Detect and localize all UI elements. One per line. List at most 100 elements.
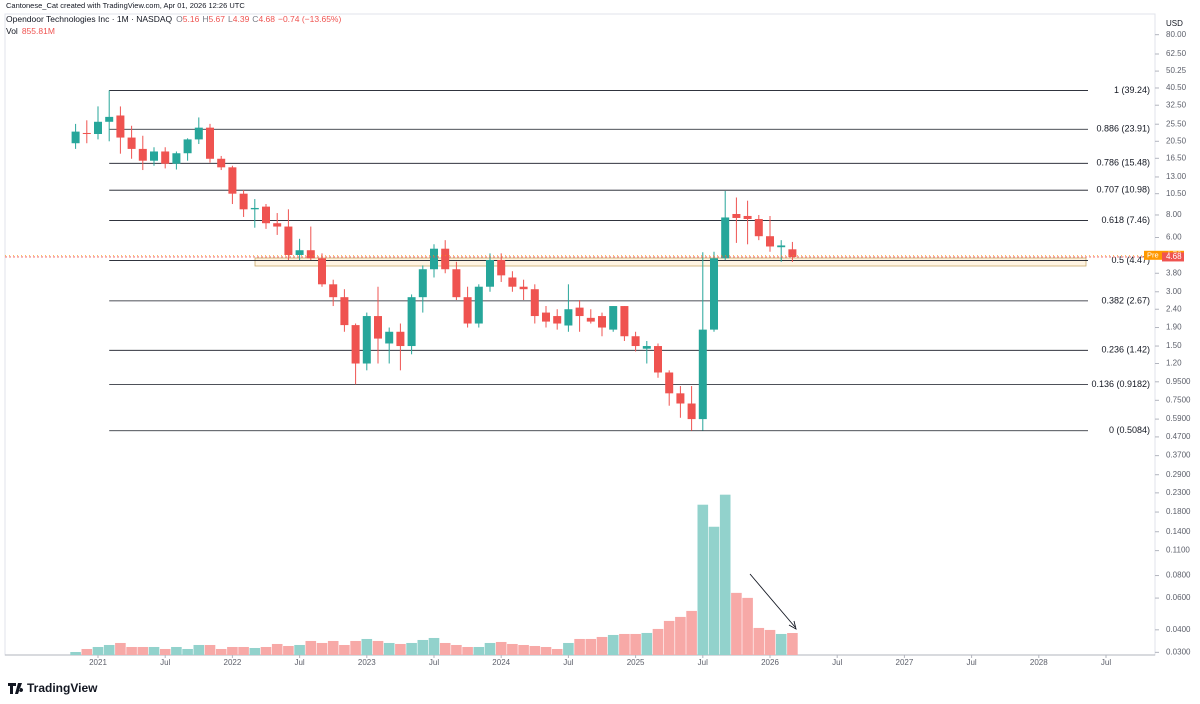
trend-arrow <box>749 573 797 630</box>
logo-text: TradingView <box>27 681 98 695</box>
candle-body <box>94 121 102 135</box>
x-tick-label: 2026 <box>761 658 779 667</box>
volume-bar <box>675 616 686 655</box>
volume-bar <box>350 640 361 655</box>
volume-bar <box>193 644 205 655</box>
candle-body <box>598 316 606 328</box>
x-tick-label: Jul <box>429 658 439 667</box>
fib-label: 0.5 (4.47) <box>1111 255 1150 265</box>
candle-body <box>474 286 483 324</box>
low-value: 4.39 <box>233 14 250 24</box>
volume-bar <box>81 648 93 655</box>
candle-body <box>318 258 326 285</box>
candle-body <box>105 116 114 122</box>
volume-bar <box>70 651 81 655</box>
last-tag-value: 4.68 <box>1166 252 1182 261</box>
candle-body <box>183 139 192 154</box>
candle-body <box>273 223 282 227</box>
support-zone <box>254 257 1087 267</box>
y-tick-label: 3.80 <box>1166 268 1182 277</box>
volume-bar <box>775 633 787 655</box>
volume-bar <box>283 645 294 655</box>
candle-body <box>262 206 270 224</box>
candle-body <box>743 215 752 219</box>
ohlc-header: Opendoor Technologies Inc · 1M · NASDAQ O… <box>6 14 341 24</box>
volume-bar <box>540 646 552 655</box>
candle-body <box>530 289 539 317</box>
volume-bar <box>787 633 798 655</box>
y-tick-label: 16.50 <box>1166 153 1187 162</box>
volume-bar <box>260 646 272 655</box>
y-tick-label: 8.00 <box>1166 210 1182 219</box>
volume-bar <box>327 640 339 655</box>
x-tick-label: 2022 <box>224 658 242 667</box>
candle-body <box>463 297 472 324</box>
volume-bar <box>495 641 507 655</box>
volume-bar <box>372 640 384 655</box>
candle-body <box>754 218 763 237</box>
candle-body <box>676 393 685 404</box>
volume-bar <box>395 643 406 655</box>
volume-bar <box>697 504 709 655</box>
candle-body <box>385 331 394 344</box>
candle-body <box>329 284 338 298</box>
volume-bar <box>115 642 126 655</box>
candle-body <box>228 167 237 194</box>
candle-body <box>586 317 595 322</box>
fib-label: 0.136 (0.9182) <box>1091 379 1150 389</box>
symbol: Opendoor Technologies Inc · 1M · NASDAQ <box>6 14 173 24</box>
candle-body <box>721 217 730 259</box>
candle-body <box>172 153 181 164</box>
x-tick-label: 2023 <box>358 658 376 667</box>
candle-body <box>239 193 248 210</box>
candle-body <box>687 403 696 420</box>
volume-bar <box>484 642 496 655</box>
open-letter: O <box>176 14 183 24</box>
x-tick-label: Jul <box>832 658 842 667</box>
volume-bar <box>316 642 328 655</box>
volume-bar <box>92 646 104 655</box>
y-tick-label: 50.25 <box>1166 66 1187 75</box>
fib-label: 0.786 (15.48) <box>1096 158 1150 168</box>
x-tick-label: 2028 <box>1030 658 1048 667</box>
candle-body <box>418 269 427 298</box>
candle-body <box>396 331 405 347</box>
logo: TradingView <box>8 681 98 695</box>
candle-body <box>116 115 125 138</box>
candle-body <box>340 297 349 326</box>
candle-body <box>575 307 584 317</box>
volume-header: Vol 855.81M <box>6 26 55 36</box>
volume-title: Vol <box>6 26 18 36</box>
candle-body <box>351 325 360 364</box>
candle-body <box>564 309 573 326</box>
volume-bar <box>652 628 664 655</box>
y-tick-label: 0.3700 <box>1166 451 1191 460</box>
y-tick-label: 6.00 <box>1166 233 1182 242</box>
volume-bar <box>428 637 440 655</box>
volume-bar <box>619 633 630 655</box>
volume-bar <box>249 647 261 655</box>
candle-body <box>127 137 136 149</box>
volume-bar <box>271 643 283 655</box>
change: −0.74 (−13.65%) <box>278 14 341 24</box>
y-tick-label: 0.1100 <box>1166 546 1190 555</box>
y-tick-label: 0.0800 <box>1166 571 1191 580</box>
high-value: 5.67 <box>208 14 225 24</box>
y-tick-label: 1.50 <box>1166 341 1182 350</box>
volume-bar <box>361 638 373 655</box>
fib-label: 0.236 (1.42) <box>1101 345 1150 355</box>
y-tick-label: 1.90 <box>1166 323 1182 332</box>
y-tick-label: 0.9500 <box>1166 377 1191 386</box>
volume-bar <box>663 620 675 655</box>
volume-bar <box>708 526 720 655</box>
fib-label: 0 (0.5084) <box>1109 425 1150 435</box>
candle-body <box>82 132 91 135</box>
y-tick-label: 0.0600 <box>1166 593 1191 602</box>
candle-body <box>710 258 718 330</box>
candle-body <box>766 236 774 247</box>
fib-label: 0.886 (23.91) <box>1096 124 1150 134</box>
candle-body <box>306 250 315 259</box>
volume-bar <box>159 648 171 655</box>
candle-body <box>362 316 371 364</box>
